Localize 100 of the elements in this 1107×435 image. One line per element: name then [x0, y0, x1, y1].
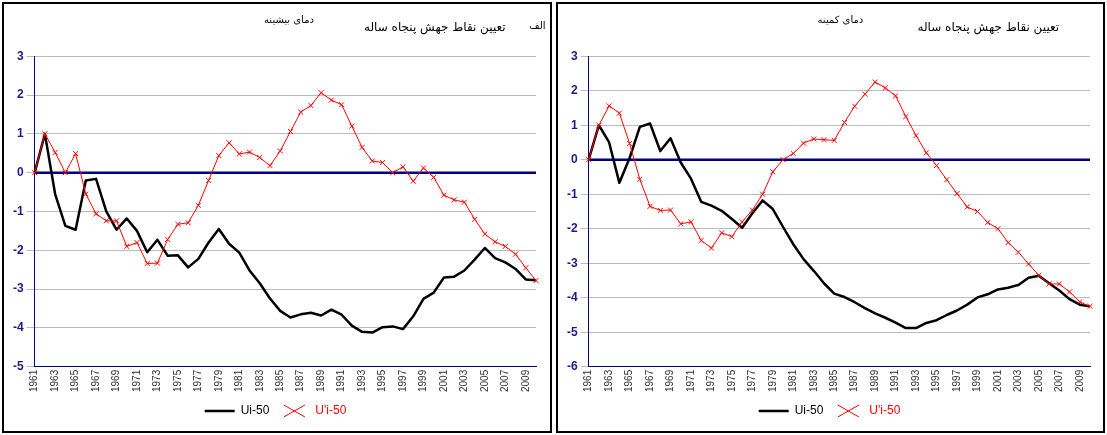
y-tick-label: -4 — [566, 290, 578, 305]
point — [297, 109, 304, 116]
y-tick-label: -1 — [13, 203, 24, 218]
legend-label: U'i-50 — [315, 403, 347, 418]
point — [318, 89, 325, 96]
x-tick-label: 1965 — [69, 369, 81, 392]
x-tick-label: 1983 — [253, 369, 265, 392]
point — [338, 101, 345, 108]
x-tick-label: 1963 — [48, 369, 60, 392]
point — [502, 243, 509, 250]
y-tick-label: -3 — [566, 255, 578, 270]
chart-title: تعیین نقاط جهش پنجاه ساله — [364, 20, 506, 34]
x-tick-label: 1987 — [847, 369, 859, 392]
point — [62, 169, 69, 176]
point — [420, 165, 427, 171]
x-tick-label: 2007 — [499, 369, 511, 392]
point — [174, 221, 181, 228]
legend-label: U'i-50 — [868, 403, 901, 418]
point — [963, 204, 970, 210]
y-tick-label: 0 — [570, 152, 578, 167]
point — [871, 79, 878, 86]
x-tick-label: 1981 — [233, 369, 245, 392]
chart-subtitle: دمای بیشینه — [264, 14, 314, 25]
point — [820, 136, 827, 143]
x-tick-label: 2009 — [519, 369, 531, 392]
point — [410, 178, 417, 185]
x-tick-label: 1981 — [786, 369, 798, 392]
point — [810, 136, 817, 142]
x-tick-label: 1961 — [28, 369, 40, 392]
y-tick-label: -6 — [566, 359, 578, 374]
point — [144, 260, 151, 267]
x-tick-label: 1995 — [376, 369, 388, 392]
x-tick-label: 2001 — [437, 369, 449, 392]
y-tick-label: -3 — [13, 281, 24, 296]
point — [728, 233, 735, 240]
chart-title: تعیین نقاط جهش پنجاه ساله — [917, 20, 1060, 34]
x-tick-label: 1973 — [151, 369, 163, 392]
x-tick-label: 2003 — [458, 369, 470, 392]
point — [31, 169, 38, 176]
point — [718, 229, 725, 236]
point — [481, 231, 488, 237]
point — [1035, 272, 1042, 279]
point — [953, 190, 960, 197]
point — [1014, 249, 1021, 256]
point — [922, 149, 929, 156]
text: الف — [529, 20, 546, 31]
point — [93, 210, 100, 217]
point — [246, 149, 253, 156]
point — [687, 218, 694, 225]
point — [348, 123, 355, 130]
legend-label: Ui-50 — [240, 403, 270, 418]
x-tick-label: 1983 — [807, 369, 819, 392]
point — [769, 168, 776, 175]
point — [984, 219, 991, 226]
y-tick-label: 1 — [570, 117, 578, 132]
point — [226, 139, 233, 146]
point — [41, 130, 48, 137]
point — [72, 150, 79, 157]
point — [267, 162, 273, 169]
point — [277, 147, 284, 154]
point — [451, 196, 458, 203]
x-tick-label: 1961 — [581, 369, 593, 392]
point — [52, 149, 59, 156]
x-tick-label: 1999 — [970, 369, 982, 392]
point — [994, 225, 1001, 232]
x-tick-label: 1993 — [355, 369, 367, 392]
point — [471, 216, 478, 223]
x-tick-label: 1963 — [602, 369, 614, 392]
x-tick-label: 1969 — [110, 369, 122, 392]
point — [667, 207, 673, 214]
y-tick-label: -4 — [13, 320, 24, 335]
point — [512, 251, 519, 258]
y-tick-label: 2 — [16, 87, 24, 102]
point — [256, 154, 263, 161]
x-tick-label: 2007 — [1052, 369, 1064, 392]
x-tick-label: 1991 — [335, 369, 347, 392]
point — [933, 162, 940, 169]
x-tick-label: 1967 — [89, 369, 101, 392]
x-tick-label: 1985 — [827, 369, 839, 392]
x-tick-label: 1967 — [643, 369, 655, 392]
point — [585, 156, 592, 163]
point — [379, 159, 386, 166]
point — [522, 264, 529, 271]
point — [636, 176, 643, 183]
point — [840, 119, 847, 126]
point — [1055, 280, 1062, 287]
point — [759, 191, 766, 198]
point — [626, 140, 633, 147]
y-tick-label: 0 — [16, 164, 24, 179]
x-tick-label: 2005 — [478, 369, 490, 392]
x-tick-label: 2001 — [991, 369, 1003, 392]
point — [656, 207, 663, 214]
point — [533, 277, 539, 284]
x-tick-label: 1971 — [684, 369, 696, 392]
point — [830, 137, 837, 144]
point — [307, 102, 314, 109]
x-tick-label: 1993 — [909, 369, 921, 392]
point — [82, 191, 89, 197]
x-tick-label: 1997 — [950, 369, 962, 392]
x-tick-label: 2005 — [1032, 369, 1044, 392]
